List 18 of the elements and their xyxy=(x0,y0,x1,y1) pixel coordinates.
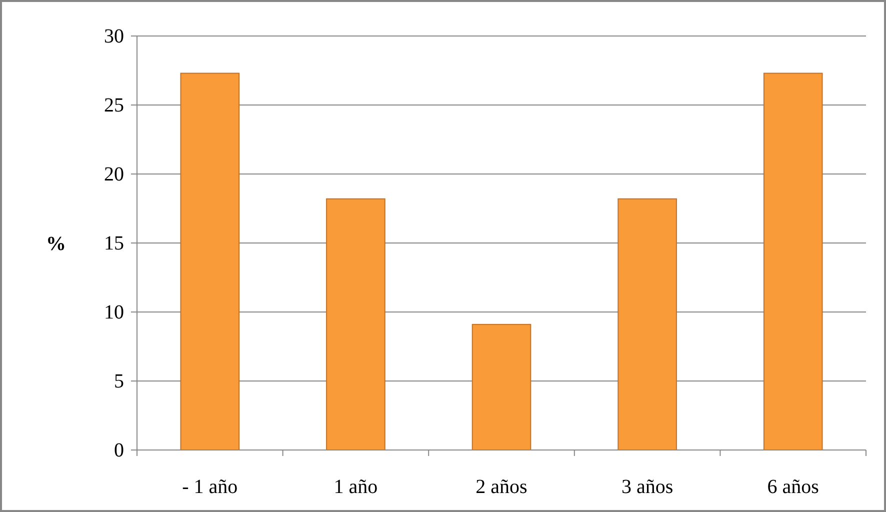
y-tick-label: 10 xyxy=(104,301,124,324)
bar xyxy=(763,72,823,450)
x-tick-label: 2 años xyxy=(476,476,528,498)
y-tick-label: 20 xyxy=(104,163,124,186)
x-tick-label: - 1 año xyxy=(182,476,238,498)
y-tick-label: 25 xyxy=(104,94,124,116)
y-tick-label: 5 xyxy=(114,370,124,392)
y-tick-label: 30 xyxy=(104,25,124,48)
bar xyxy=(618,198,677,450)
x-tick-label: 1 año xyxy=(334,476,378,498)
bar xyxy=(472,324,532,450)
x-tick-label: 3 años xyxy=(621,476,674,498)
y-tick-label: 0 xyxy=(114,439,124,462)
bar xyxy=(326,198,386,450)
x-tick-label: 6 años xyxy=(767,476,820,498)
bar xyxy=(180,72,240,450)
y-tick-label: 15 xyxy=(104,232,124,254)
y-axis-title: % xyxy=(46,233,66,255)
